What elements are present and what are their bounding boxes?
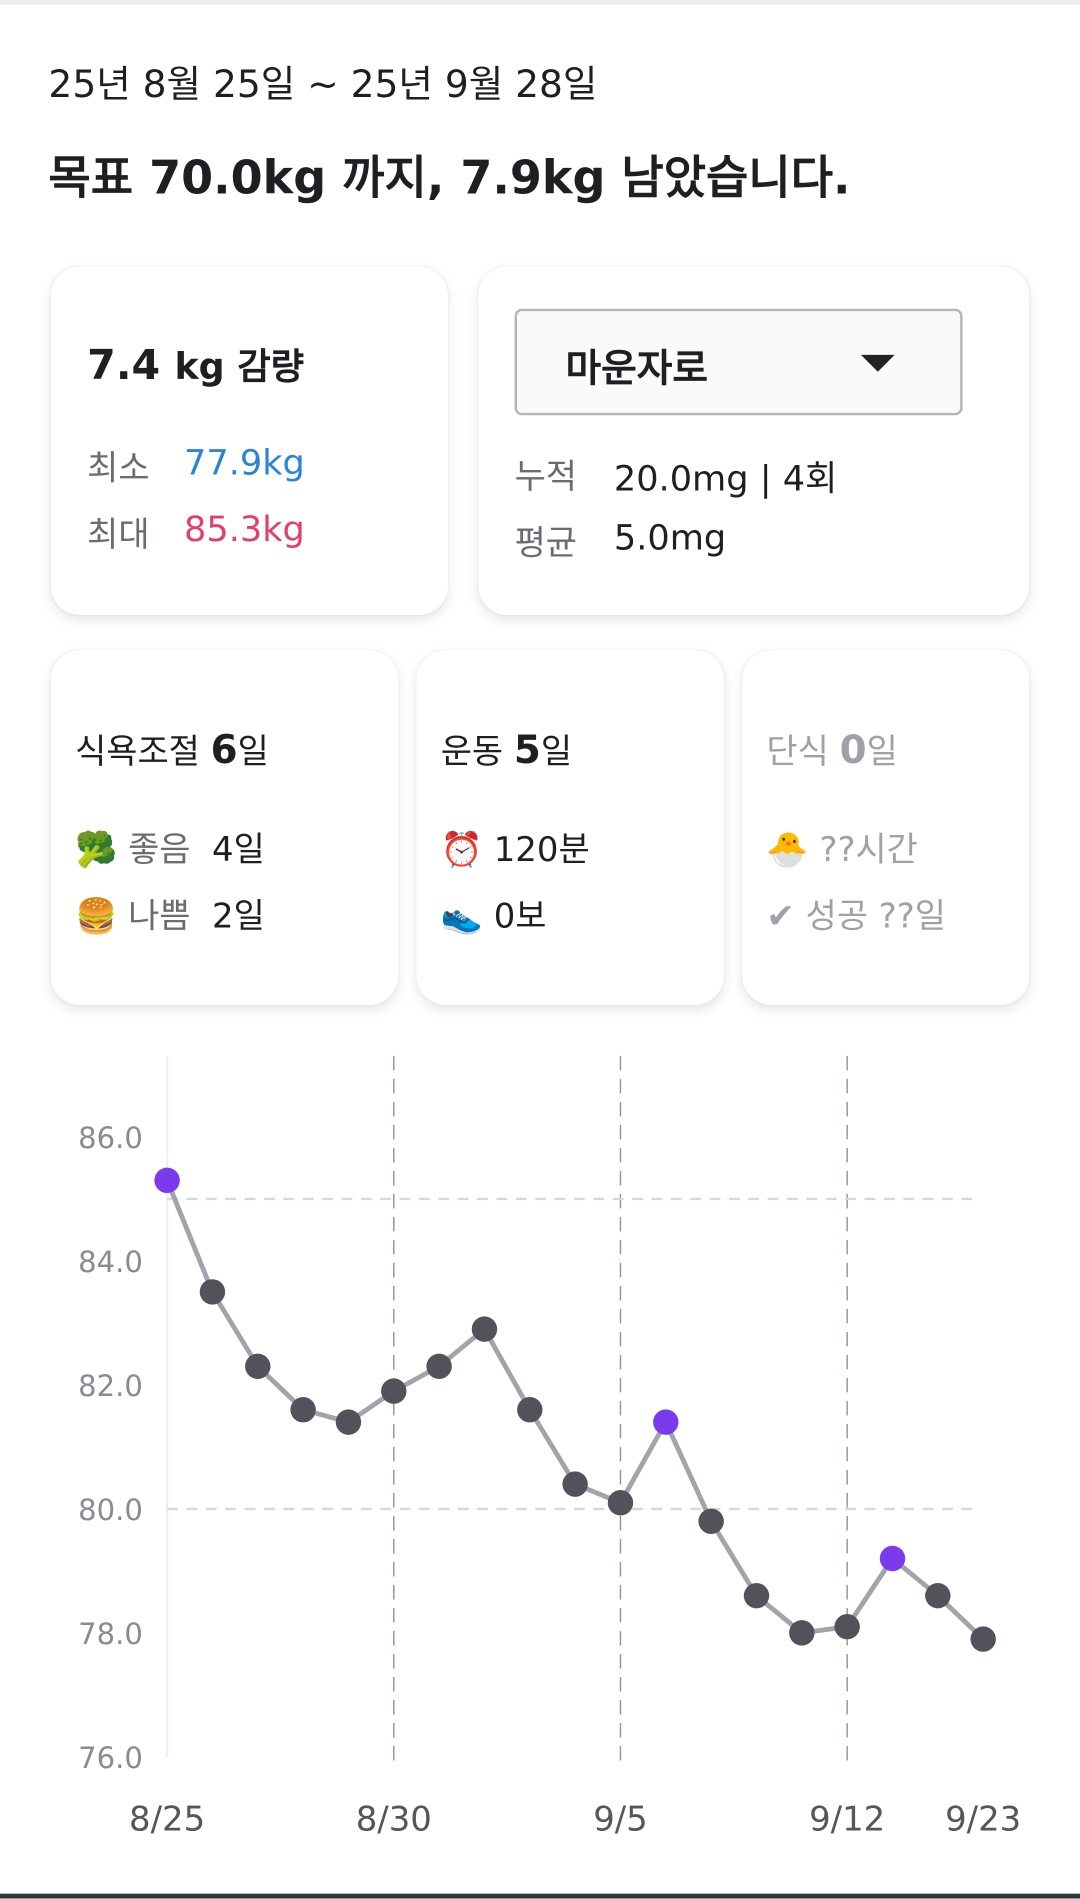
exercise-row: ⏰ 120분 bbox=[441, 823, 590, 871]
data-point bbox=[970, 1626, 996, 1652]
diet-row: 🍔 나쁨 2일 bbox=[75, 890, 265, 938]
diet-card: 식욕조절 6일 🥦 좋음 4일 🍔 나쁨 2일 bbox=[50, 650, 399, 1005]
icon: ⏰ bbox=[440, 829, 483, 870]
label: 나쁨 bbox=[128, 895, 191, 936]
title: 식욕조절 bbox=[75, 731, 200, 772]
total-value: 20.0mg | 4회 bbox=[613, 457, 838, 499]
data-point bbox=[471, 1316, 498, 1342]
weight-amount: 7.4 kg 감량 bbox=[87, 337, 305, 390]
value: 2일 bbox=[212, 895, 265, 936]
data-point bbox=[426, 1353, 452, 1380]
unit: 일 bbox=[237, 731, 269, 772]
x-tick-label: 8/25 bbox=[129, 1800, 205, 1839]
y-tick-label: 78.0 bbox=[78, 1617, 143, 1651]
y-tick-label: 86.0 bbox=[78, 1121, 143, 1155]
diet-title: 식욕조절 6일 bbox=[75, 725, 269, 773]
avg-label: 평균 bbox=[514, 523, 577, 564]
diet-row: 🥦 좋음 4일 bbox=[75, 823, 265, 871]
label: 좋음 bbox=[128, 829, 191, 870]
status-strip bbox=[0, 0, 1080, 5]
goal-text: 목표 70.0kg 까지, 7.9kg 남았습니다. bbox=[48, 151, 851, 205]
dropdown-text: 마운자로 bbox=[565, 345, 709, 392]
min-value: 77.9kg bbox=[184, 441, 305, 484]
series-line bbox=[164, 1179, 985, 1641]
data-point bbox=[698, 1508, 724, 1535]
value: 4일 bbox=[212, 829, 265, 870]
unit: 일 bbox=[866, 731, 898, 772]
fasting-row: ✔ 성공 ??일 bbox=[766, 890, 946, 938]
data-point bbox=[381, 1378, 407, 1404]
x-tick-label: 9/23 bbox=[945, 1800, 1021, 1839]
icon: 👟 bbox=[440, 895, 483, 936]
value: ??시간 bbox=[819, 829, 918, 870]
y-tick-label: 82.0 bbox=[78, 1369, 143, 1403]
data-point bbox=[789, 1620, 815, 1646]
data-point bbox=[743, 1582, 770, 1609]
medication-dropdown[interactable]: 마운자로 bbox=[514, 308, 963, 416]
data-point bbox=[517, 1396, 543, 1423]
avg-value: 5.0mg bbox=[613, 517, 727, 559]
exercise-card: 운동 5일 ⏰ 120분 👟 0보 bbox=[416, 650, 725, 1005]
icon: 🍔 bbox=[75, 895, 118, 936]
data-point bbox=[290, 1396, 316, 1423]
data-point bbox=[245, 1353, 271, 1380]
data-point bbox=[834, 1613, 860, 1640]
data-point bbox=[925, 1582, 951, 1609]
data-point bbox=[607, 1489, 634, 1516]
exercise-title: 운동 5일 bbox=[441, 725, 572, 773]
data-point bbox=[335, 1409, 362, 1435]
date-range: 25년 8월 25일 ~ 25년 9월 28일 bbox=[48, 62, 598, 107]
fasting-row: 🐣 ??시간 bbox=[766, 823, 917, 871]
x-tick-label: 9/5 bbox=[593, 1800, 648, 1839]
count: 0 bbox=[839, 726, 867, 773]
x-tick-label: 9/12 bbox=[809, 1800, 885, 1839]
count: 6 bbox=[210, 726, 238, 773]
max-label: 최대 bbox=[87, 514, 150, 555]
fasting-card: 단식 0일 🐣 ??시간 ✔ 성공 ??일 bbox=[742, 650, 1030, 1005]
data-point bbox=[879, 1545, 906, 1572]
y-tick-label: 76.0 bbox=[78, 1741, 143, 1775]
y-tick-label: 80.0 bbox=[78, 1493, 143, 1527]
value: 120분 bbox=[493, 829, 590, 870]
count: 5 bbox=[513, 726, 541, 773]
bottom-edge bbox=[0, 1893, 1080, 1899]
icon: 🐣 bbox=[766, 829, 809, 870]
icon: ✔ bbox=[766, 895, 795, 936]
unit: 일 bbox=[540, 731, 573, 772]
max-value: 85.3kg bbox=[184, 508, 305, 550]
data-point bbox=[154, 1167, 180, 1194]
data-point bbox=[653, 1409, 679, 1435]
x-tick-label: 8/30 bbox=[356, 1800, 432, 1839]
icon: 🥦 bbox=[75, 829, 118, 870]
data-point bbox=[199, 1279, 226, 1305]
exercise-row: 👟 0보 bbox=[441, 890, 547, 938]
value: 0보 bbox=[493, 895, 547, 936]
total-label: 누적 bbox=[514, 456, 577, 497]
min-label: 최소 bbox=[87, 447, 150, 488]
dropdown-arrow bbox=[860, 354, 895, 372]
fasting-title: 단식 0일 bbox=[766, 725, 897, 773]
title: 운동 bbox=[440, 731, 504, 772]
data-point bbox=[562, 1471, 588, 1497]
weight-card: 7.4 kg 감량 최소 77.9kg 최대 85.3kg bbox=[50, 266, 448, 616]
amount: 7.4 bbox=[87, 341, 161, 390]
title: 단식 bbox=[766, 731, 829, 772]
y-tick-label: 84.0 bbox=[78, 1245, 143, 1279]
weight-chart: 8/25 8/30 9/5 9/12 9/23 76.0 78.0 80.0 82.0 84.0 8… bbox=[78, 1055, 1021, 1839]
unit: kg 감량 bbox=[174, 346, 305, 389]
medication-card: 마운자로 누적 20.0mg | 4회 평균 5.0mg bbox=[478, 266, 1030, 616]
value: 성공 ??일 bbox=[805, 895, 946, 936]
